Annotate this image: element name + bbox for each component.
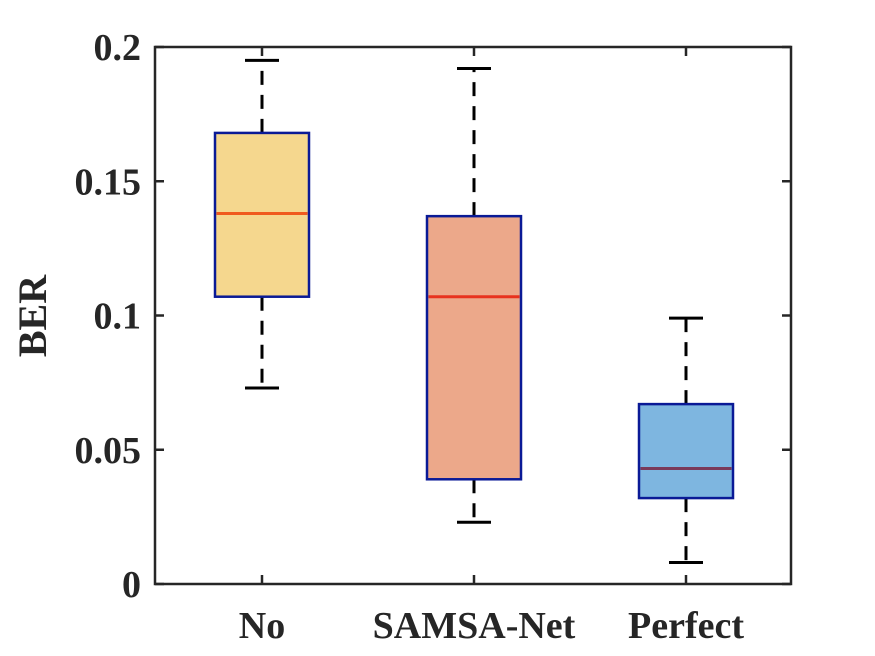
box-no <box>213 58 311 390</box>
box-samsa-net <box>425 66 523 524</box>
x-tick-label: No <box>239 605 285 647</box>
axes-layer: 0 0.05 0.1 0.15 0.2 No SAMSA-Net Perfect <box>75 27 793 647</box>
iqr-box <box>637 402 735 500</box>
y-tick-label: 0.1 <box>94 296 142 338</box>
y-tick-label: 0.05 <box>75 430 142 472</box>
box-perfect <box>637 316 735 565</box>
x-tick-label: Perfect <box>628 605 744 647</box>
iqr-box <box>425 214 523 481</box>
y-tick-label: 0.2 <box>94 27 142 69</box>
boxes-layer <box>213 58 735 565</box>
y-axis-label: BER <box>10 274 55 357</box>
x-tick-label: SAMSA-Net <box>373 605 576 647</box>
y-tick-label: 0 <box>122 564 141 606</box>
y-tick-label: 0.15 <box>75 161 142 203</box>
